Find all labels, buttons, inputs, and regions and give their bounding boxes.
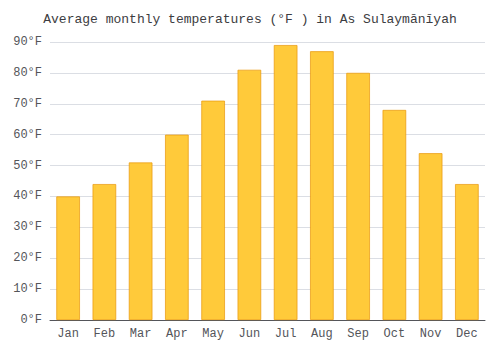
svg-text:Average monthly temperatures (: Average monthly temperatures (°F ) in As… (43, 12, 456, 27)
svg-text:30°F: 30°F (13, 220, 42, 234)
svg-text:Feb: Feb (94, 327, 116, 341)
svg-text:20°F: 20°F (13, 251, 42, 265)
svg-text:50°F: 50°F (13, 159, 42, 173)
svg-text:Dec: Dec (456, 327, 478, 341)
svg-text:Sep: Sep (347, 327, 369, 341)
svg-text:60°F: 60°F (13, 128, 42, 142)
svg-text:Jun: Jun (239, 327, 261, 341)
svg-text:40°F: 40°F (13, 189, 42, 203)
svg-text:Jul: Jul (275, 327, 297, 341)
svg-text:Mar: Mar (130, 327, 152, 341)
svg-text:90°F: 90°F (13, 35, 42, 49)
svg-text:May: May (202, 327, 224, 341)
svg-text:Aug: Aug (311, 327, 333, 341)
svg-text:80°F: 80°F (13, 66, 42, 80)
svg-text:70°F: 70°F (13, 97, 42, 111)
svg-text:Nov: Nov (420, 327, 442, 341)
svg-text:10°F: 10°F (13, 282, 42, 296)
svg-text:Apr: Apr (166, 327, 188, 341)
svg-text:Jan: Jan (57, 327, 79, 341)
svg-text:Oct: Oct (384, 327, 406, 341)
svg-text:0°F: 0°F (20, 313, 42, 327)
